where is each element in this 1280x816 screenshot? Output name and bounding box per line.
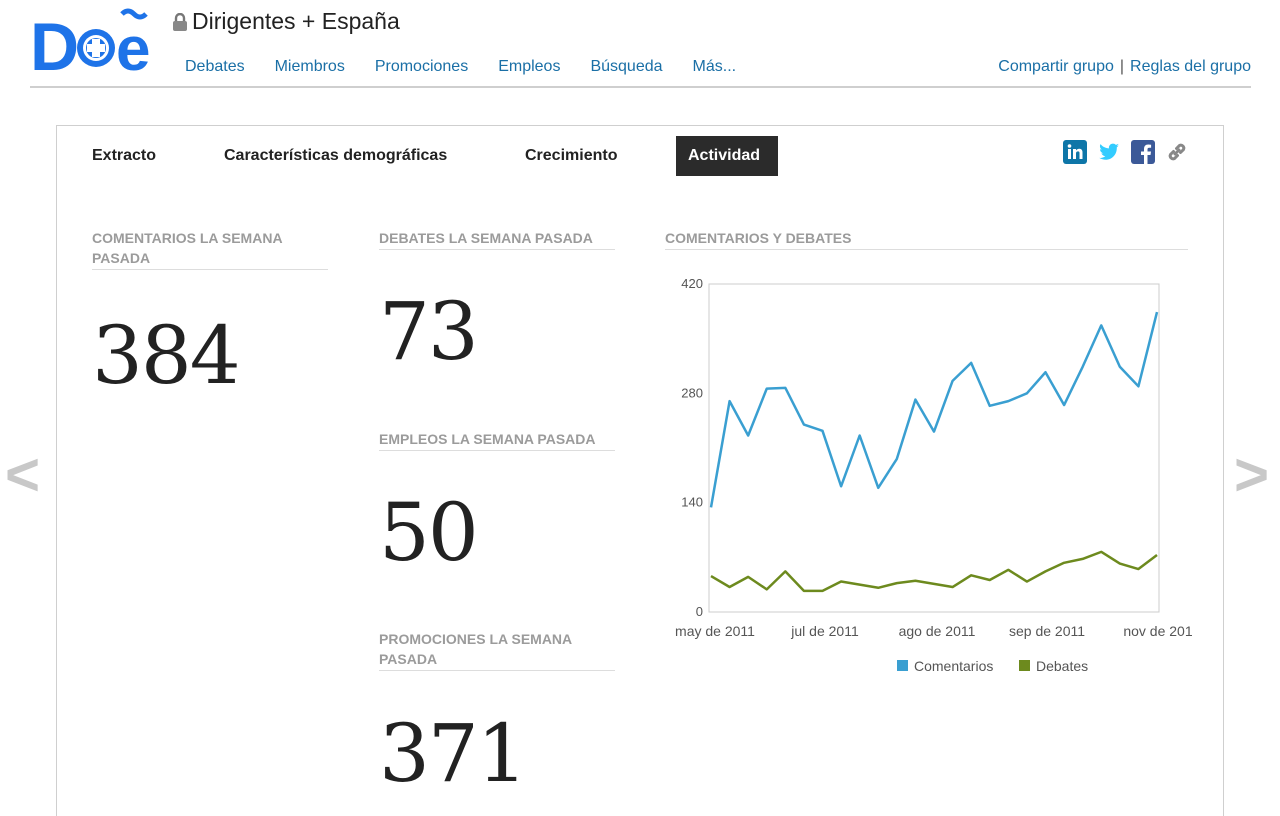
group-links: Compartir grupo | Reglas del grupo bbox=[998, 58, 1251, 76]
plot-frame bbox=[708, 283, 1160, 613]
nav-miembros[interactable]: Miembros bbox=[274, 58, 345, 75]
y-tick-label: 0 bbox=[696, 604, 703, 619]
legend-swatch-comentarios bbox=[897, 660, 908, 671]
header-divider bbox=[30, 86, 1251, 88]
tab-actividad[interactable]: Actividad bbox=[676, 136, 778, 176]
nav-promociones[interactable]: Promociones bbox=[374, 58, 469, 75]
stats-panel: Extracto Características demográficas Cr… bbox=[56, 125, 1224, 816]
lock-icon bbox=[173, 12, 187, 31]
x-tick-label: may de 2011 bbox=[675, 623, 755, 639]
nav-empleos[interactable]: Empleos bbox=[498, 58, 561, 75]
doe-logo: D e bbox=[30, 8, 150, 78]
nav-mas[interactable]: Más... bbox=[692, 58, 737, 75]
stat-label-jobs: EMPLEOS LA SEMANA PASADA bbox=[379, 429, 615, 451]
stat-label-debates: DEBATES LA SEMANA PASADA bbox=[379, 228, 615, 250]
y-tick-label: 280 bbox=[681, 385, 703, 400]
legend-label-debates: Debates bbox=[1036, 658, 1088, 674]
facebook-icon[interactable] bbox=[1131, 140, 1155, 164]
share-group-link[interactable]: Compartir grupo bbox=[998, 58, 1114, 75]
y-tick-label: 420 bbox=[681, 276, 703, 291]
nav-debates[interactable]: Debates bbox=[185, 58, 245, 75]
legend-label-comentarios: Comentarios bbox=[914, 658, 993, 674]
x-tick-label: ago de 2011 bbox=[899, 623, 976, 639]
series-line-debates bbox=[710, 550, 1158, 593]
x-tick-label: nov de 201 bbox=[1123, 623, 1192, 639]
linkedin-icon[interactable] bbox=[1063, 140, 1087, 164]
svg-text:D: D bbox=[30, 9, 79, 78]
link-icon[interactable] bbox=[1165, 140, 1189, 164]
share-icons bbox=[1063, 140, 1189, 164]
stat-value-jobs: 50 bbox=[379, 486, 479, 579]
stat-label-comments: COMENTARIOS LA SEMANA PASADA bbox=[92, 228, 328, 270]
tab-crecimiento[interactable]: Crecimiento bbox=[525, 147, 618, 164]
y-tick-label: 140 bbox=[681, 495, 703, 510]
group-nav: Debates Miembros Promociones Empleos Bús… bbox=[185, 58, 766, 76]
stat-value-comments: 384 bbox=[92, 309, 241, 402]
group-title: Dirigentes + España bbox=[172, 8, 400, 35]
next-arrow[interactable]: > bbox=[1234, 441, 1270, 508]
stat-value-promotions: 371 bbox=[379, 707, 528, 800]
stat-label-promotions: PROMOCIONES LA SEMANA PASADA bbox=[379, 629, 615, 671]
prev-arrow[interactable]: < bbox=[5, 441, 41, 508]
tab-demograficas[interactable]: Características demográficas bbox=[224, 147, 448, 164]
stat-value-debates: 73 bbox=[379, 285, 479, 378]
nav-busqueda[interactable]: Búsqueda bbox=[590, 58, 663, 75]
x-tick-label: sep de 2011 bbox=[1009, 623, 1085, 639]
series-line-comentarios bbox=[709, 311, 1159, 508]
activity-line-chart: 0 140 280 420 may de 2011 jul de 2011 ago de … bbox=[675, 276, 1193, 674]
chart-title: COMENTARIOS Y DEBATES bbox=[665, 228, 1188, 250]
legend-swatch-debates bbox=[1019, 660, 1030, 671]
group-rules-link[interactable]: Reglas del grupo bbox=[1130, 58, 1251, 75]
x-tick-label: jul de 2011 bbox=[790, 623, 859, 639]
tab-extracto[interactable]: Extracto bbox=[92, 147, 157, 164]
twitter-icon[interactable] bbox=[1097, 140, 1121, 164]
svg-text:e: e bbox=[116, 15, 150, 78]
link-separator: | bbox=[1119, 58, 1125, 75]
group-title-text: Dirigentes + España bbox=[192, 8, 400, 34]
